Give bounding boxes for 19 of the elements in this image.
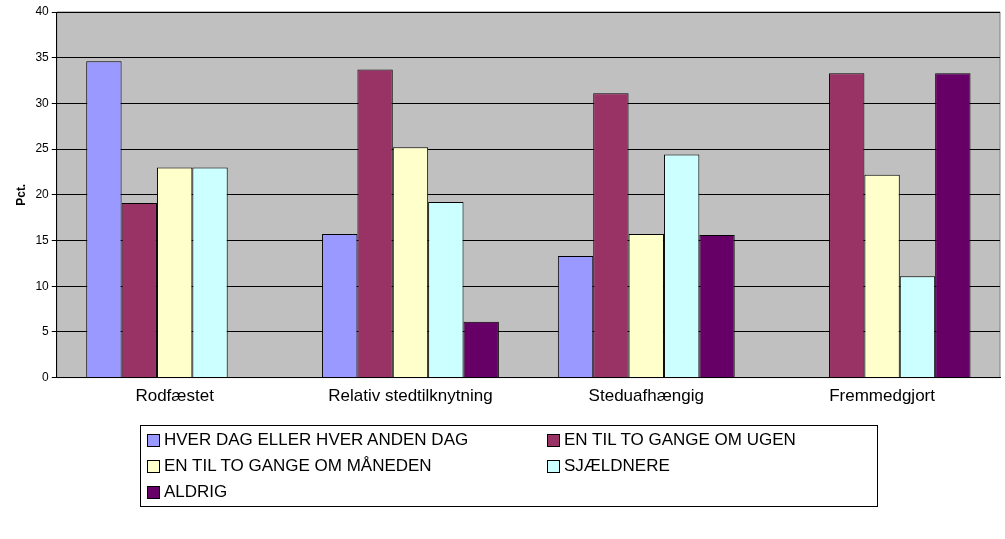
- y-axis-title: Pct.: [13, 183, 28, 206]
- legend-label: HVER DAG ELLER HVER ANDEN DAG: [163, 430, 470, 450]
- legend-label: EN TIL TO GANGE OM MÅNEDEN: [163, 456, 433, 476]
- y-tick-label: 25: [35, 141, 50, 156]
- y-tick-label: 5: [42, 324, 50, 339]
- y-tick-label: 35: [35, 50, 50, 65]
- y-tick-label: 0: [42, 369, 50, 384]
- x-tick-label: Fremmedgjort: [829, 386, 936, 406]
- y-tick-label: 40: [35, 4, 50, 19]
- legend-label: ALDRIG: [163, 482, 229, 502]
- x-tick-label: Relativ stedtilknytning: [328, 386, 493, 406]
- y-tick-label: 15: [35, 232, 50, 247]
- legend-label: SJÆLDNERE: [563, 456, 671, 476]
- x-tick-label: Rodfæstet: [135, 386, 215, 406]
- legend-label: EN TIL TO GANGE OM UGEN: [563, 430, 797, 450]
- y-tick-label: 10: [35, 278, 50, 293]
- y-tick-label: 20: [35, 187, 50, 202]
- y-tick-label: 30: [35, 95, 50, 110]
- x-tick-label: Steduafhængig: [588, 386, 704, 406]
